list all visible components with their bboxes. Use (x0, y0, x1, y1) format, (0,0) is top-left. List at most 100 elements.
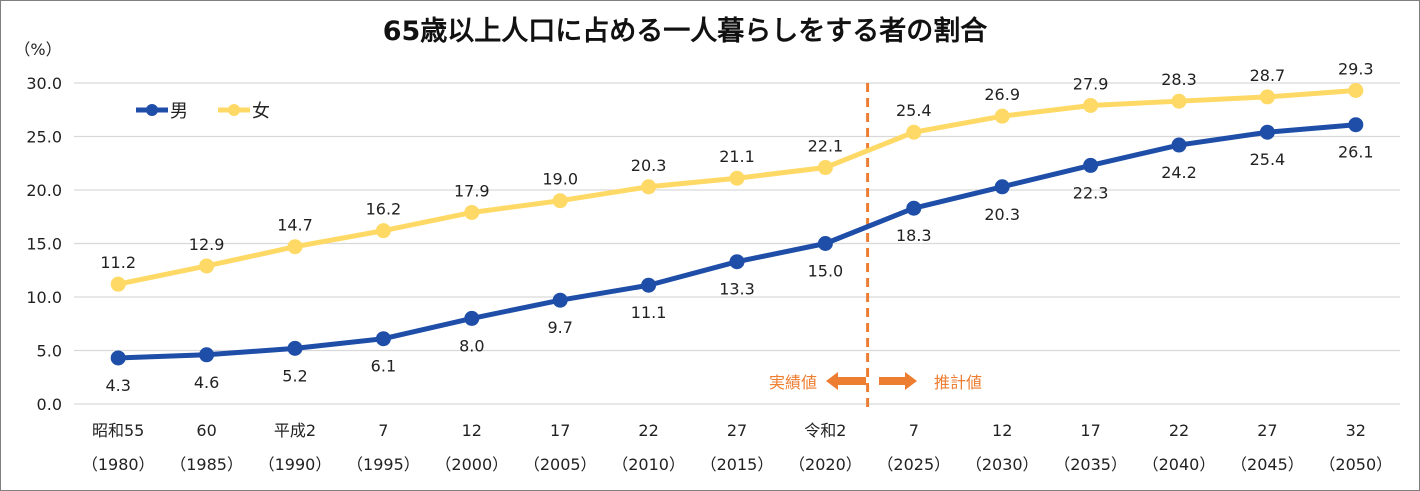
data-point (1083, 97, 1099, 113)
y-tick-label: 25.0 (26, 128, 62, 147)
x-tick-label: 平成2 (274, 421, 316, 440)
projected-values-label: 推計値 (934, 373, 982, 392)
chart-title: 65歳以上人口に占める一人暮らしをする者の割合 (383, 15, 988, 47)
data-point (552, 193, 568, 209)
x-tick-year-label: （1995） (347, 455, 420, 474)
y-tick-label: 30.0 (26, 74, 62, 93)
x-tick-year-label: （2005） (524, 455, 597, 474)
data-point (464, 204, 480, 220)
data-point (641, 179, 657, 195)
data-label: 22.1 (808, 137, 844, 156)
data-point (1348, 82, 1364, 98)
x-tick-year-label: （2030） (966, 455, 1039, 474)
data-label: 4.6 (194, 373, 219, 392)
data-label: 12.9 (189, 235, 225, 254)
legend-marker (146, 104, 158, 116)
data-point (1171, 137, 1187, 153)
data-label: 15.0 (808, 262, 844, 281)
data-label: 22.3 (1073, 183, 1109, 202)
data-point (464, 310, 480, 326)
data-point (729, 254, 745, 270)
data-label: 21.1 (719, 147, 755, 166)
data-point (729, 170, 745, 186)
legend-marker (228, 104, 240, 116)
legend-label: 男 (170, 101, 188, 122)
data-label: 18.3 (896, 226, 932, 245)
data-point (1083, 157, 1099, 173)
x-tick-label: 60 (196, 421, 216, 440)
data-label: 20.3 (631, 156, 667, 175)
x-tick-label: 27 (727, 421, 747, 440)
x-tick-year-label: （2045） (1231, 455, 1304, 474)
data-label: 24.2 (1161, 163, 1197, 182)
data-point (906, 124, 922, 140)
data-point (817, 236, 833, 251)
x-tick-year-label: （2010） (612, 455, 685, 474)
data-point (199, 258, 215, 274)
data-label: 28.7 (1250, 66, 1286, 85)
data-label: 26.9 (984, 85, 1020, 104)
data-point (287, 239, 303, 255)
y-tick-label: 0.0 (37, 395, 62, 414)
data-point (994, 108, 1010, 124)
data-label: 26.1 (1338, 143, 1374, 162)
data-label: 16.2 (366, 200, 402, 219)
arrow-left-icon (826, 372, 866, 390)
x-tick-label: 22 (1169, 421, 1189, 440)
data-label: 14.7 (277, 216, 313, 235)
y-tick-label: 5.0 (37, 342, 62, 361)
data-point (287, 340, 303, 356)
x-tick-label: 7 (378, 421, 388, 440)
data-point (552, 292, 568, 308)
x-tick-year-label: （2015） (701, 455, 774, 474)
x-tick-label: 令和2 (804, 421, 846, 440)
data-point (641, 277, 657, 293)
data-label: 27.9 (1073, 74, 1109, 93)
arrow-right-icon (879, 372, 917, 390)
data-point (375, 331, 391, 347)
data-point (375, 223, 391, 239)
y-tick-label: 10.0 (26, 288, 62, 307)
x-tick-year-label: （1985） (170, 455, 243, 474)
data-point (1171, 93, 1187, 109)
data-label: 9.7 (547, 318, 572, 337)
data-point (1259, 124, 1275, 140)
data-point (110, 276, 126, 292)
data-label: 11.2 (100, 253, 136, 272)
data-label: 5.2 (282, 366, 307, 385)
x-tick-label: 7 (909, 421, 919, 440)
x-tick-label: 32 (1346, 421, 1366, 440)
data-point (994, 179, 1010, 195)
data-label: 6.1 (371, 357, 396, 376)
x-tick-year-label: （1990） (259, 455, 332, 474)
x-tick-label: 昭和55 (92, 421, 144, 440)
y-tick-label: 15.0 (26, 235, 62, 254)
x-tick-label: 17 (550, 421, 570, 440)
x-tick-year-label: （2040） (1143, 455, 1216, 474)
data-label: 25.4 (896, 101, 932, 120)
data-point (1348, 117, 1364, 133)
data-label: 8.0 (459, 336, 484, 355)
x-tick-label: 22 (638, 421, 658, 440)
data-label: 13.3 (719, 280, 755, 299)
data-label: 4.3 (105, 376, 130, 395)
data-label: 29.3 (1338, 59, 1374, 78)
x-tick-year-label: （2020） (789, 455, 862, 474)
data-point (817, 160, 833, 176)
x-tick-year-label: （1980） (82, 455, 155, 474)
data-point (110, 350, 126, 366)
data-label: 28.3 (1161, 70, 1197, 89)
x-tick-year-label: （2025） (877, 455, 950, 474)
data-label: 11.1 (631, 303, 667, 322)
x-tick-label: 12 (992, 421, 1012, 440)
x-tick-label: 17 (1080, 421, 1100, 440)
y-axis-unit: （%） (14, 40, 61, 59)
y-tick-label: 20.0 (26, 181, 62, 200)
x-tick-label: 12 (462, 421, 482, 440)
data-point (906, 200, 922, 216)
actual-values-label: 実績値 (769, 373, 817, 392)
data-label: 17.9 (454, 181, 490, 200)
x-tick-year-label: （2035） (1054, 455, 1127, 474)
x-tick-year-label: （2050） (1319, 455, 1392, 474)
